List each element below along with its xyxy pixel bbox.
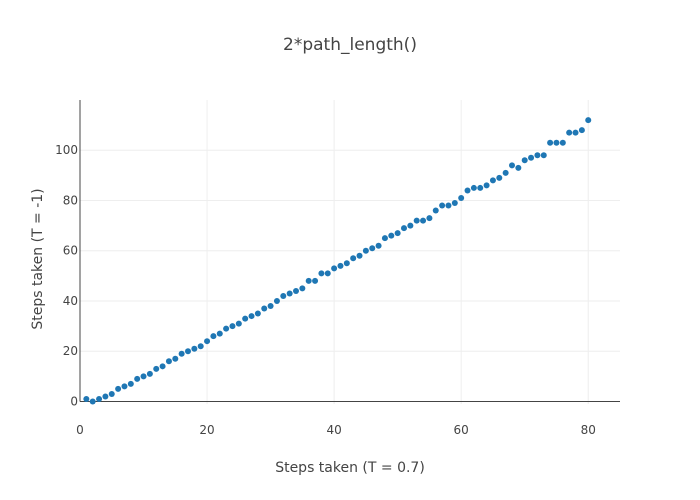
data-point [153,365,160,372]
data-point [286,290,293,297]
data-point [324,270,331,277]
data-point [331,265,338,272]
data-point [566,129,573,136]
data-point [267,303,274,310]
data-point [553,139,560,146]
data-points [83,117,592,405]
axes [79,100,620,402]
x-tick-label: 80 [581,423,596,437]
data-point [146,370,153,377]
data-point [261,305,268,312]
data-point [515,164,522,171]
data-point [375,242,382,249]
data-point [547,139,554,146]
data-point [108,390,115,397]
y-tick-label: 80 [63,193,78,207]
data-point [210,333,217,340]
data-point [115,385,122,392]
data-point [121,383,128,390]
chart-title: 2*path_length() [283,35,417,55]
data-point [470,184,477,191]
data-point [420,217,427,224]
data-point [216,330,223,337]
data-point [172,355,179,362]
data-point [83,395,90,402]
data-point [350,255,357,262]
data-point [578,127,585,134]
data-point [369,245,376,252]
data-point [89,398,96,405]
data-point [102,393,109,400]
data-point [521,157,528,164]
data-point [540,152,547,159]
data-point [464,187,471,194]
data-point [343,260,350,267]
data-point [439,202,446,209]
x-axis-label: Steps taken (T = 0.7) [275,460,425,476]
data-point [572,129,579,136]
data-point [140,373,147,380]
y-axis-label: Steps taken (T = -1) [30,188,46,329]
data-point [496,174,503,181]
data-point [362,247,369,254]
data-point [235,320,242,327]
data-point [401,225,407,232]
data-point [185,348,191,355]
data-point [451,200,458,207]
data-point [559,139,566,146]
data-point [381,235,388,242]
data-point [445,202,452,209]
data-point [242,315,249,322]
data-point [394,230,401,237]
data-point [273,297,280,304]
data-point [388,232,395,239]
x-tick-label: 60 [454,423,469,437]
y-tick-label: 60 [63,244,78,258]
data-point [502,169,509,176]
data-point [483,182,490,189]
data-point [318,270,325,277]
data-point [127,380,134,387]
y-tick-label: 20 [63,344,78,358]
data-point [426,215,433,222]
data-point [159,363,166,370]
x-tick-label: 40 [326,423,341,437]
data-point [96,395,103,402]
data-point [223,325,230,332]
data-point [178,350,185,357]
data-point [165,358,172,365]
data-point [312,277,319,284]
data-point [489,177,496,184]
data-point [477,184,484,191]
data-point [413,217,420,224]
data-point [432,207,439,214]
data-point [204,338,211,345]
tick-labels: 0 20 40 60 80 0 20 40 60 80 100 [55,143,596,437]
data-point [528,154,535,161]
data-point [407,222,414,229]
data-point [305,277,312,284]
data-point [293,287,299,294]
data-point [458,194,465,201]
y-tick-label: 100 [55,143,78,157]
data-point [191,345,198,352]
data-point [337,262,344,269]
data-point [509,162,515,169]
data-point [134,375,141,382]
y-tick-label: 40 [63,294,78,308]
gridlines [80,100,620,404]
data-point [248,313,255,320]
data-point [585,117,592,124]
x-tick-label: 0 [76,423,84,437]
data-point [299,285,306,292]
data-point [356,252,363,259]
data-point [254,310,261,317]
data-point [534,152,541,159]
x-tick-label: 20 [199,423,214,437]
y-tick-label: 0 [70,394,78,408]
data-point [280,292,287,299]
data-point [229,323,236,330]
data-point [197,343,204,350]
